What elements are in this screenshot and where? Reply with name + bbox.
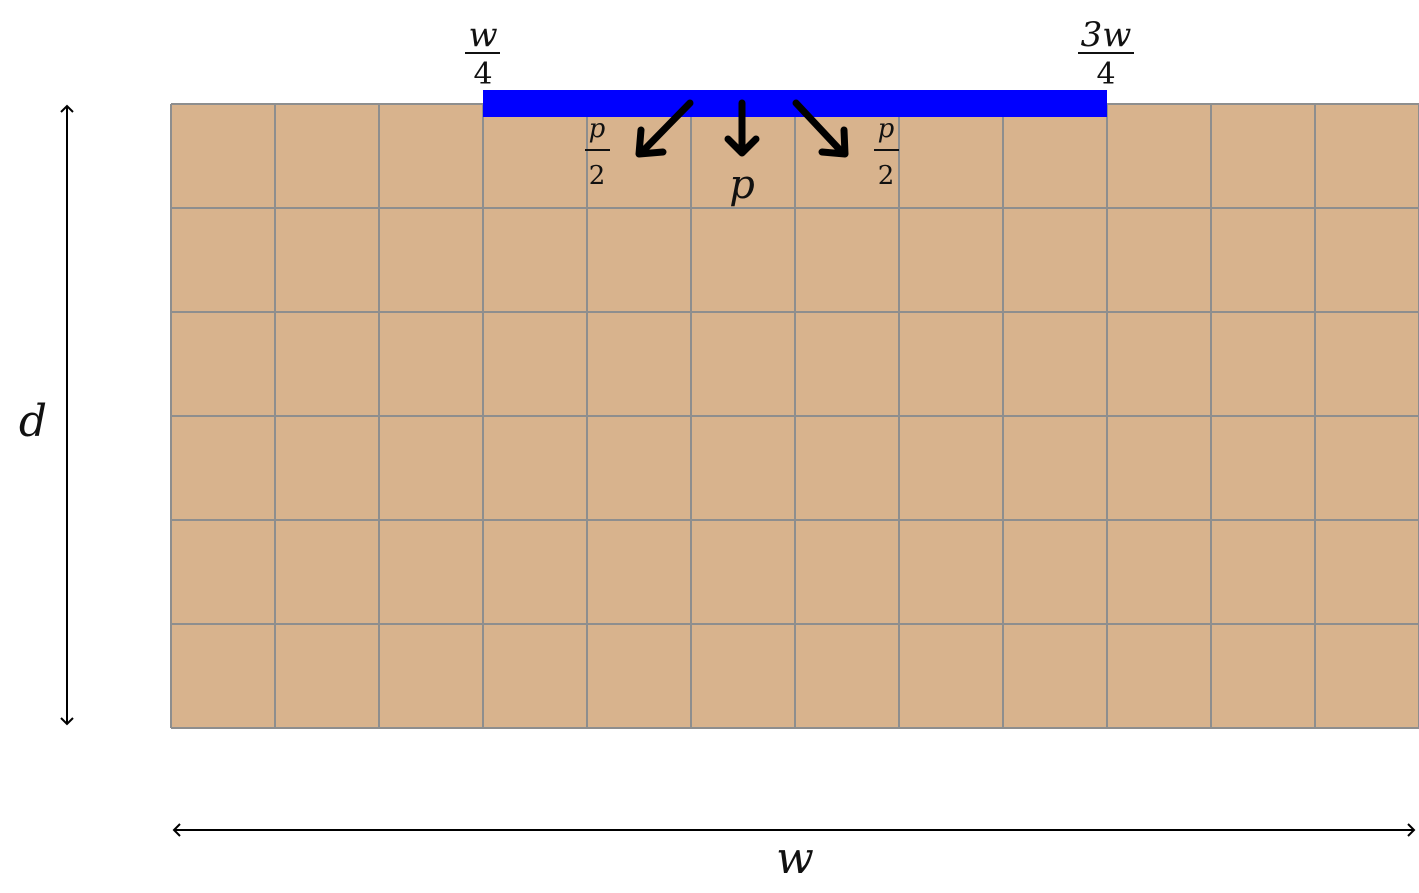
left-bound-numerator: w [468, 15, 497, 55]
width-label: w [776, 833, 814, 884]
depth-label: d [19, 396, 47, 447]
left-force-numerator: p [589, 114, 606, 144]
left-force-denominator: 2 [589, 161, 606, 191]
right-bound-denominator: 4 [1096, 57, 1115, 92]
left-bound-label: w 4 [465, 15, 500, 92]
right-force-denominator: 2 [878, 161, 895, 191]
right-force-numerator: p [878, 114, 895, 144]
soil-grid [171, 104, 1419, 728]
center-force-label: p [729, 162, 755, 208]
right-bound-numerator: 3w [1081, 15, 1132, 55]
right-bound-label: 3w 4 [1078, 15, 1134, 92]
left-bound-denominator: 4 [473, 57, 492, 92]
